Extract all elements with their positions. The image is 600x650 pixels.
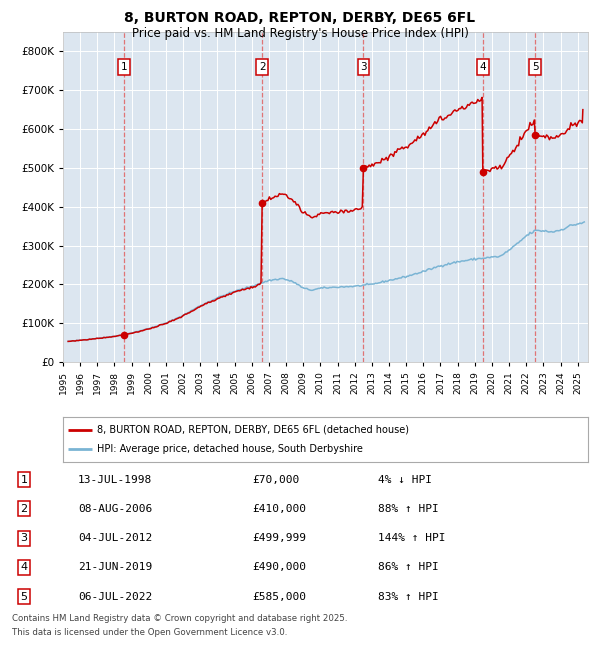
- Text: 86% ↑ HPI: 86% ↑ HPI: [378, 562, 439, 573]
- Text: £410,000: £410,000: [252, 504, 306, 514]
- Text: 3: 3: [360, 62, 367, 72]
- Text: 4: 4: [20, 562, 28, 573]
- Text: 144% ↑ HPI: 144% ↑ HPI: [378, 533, 445, 543]
- Text: This data is licensed under the Open Government Licence v3.0.: This data is licensed under the Open Gov…: [12, 628, 287, 637]
- Text: 5: 5: [532, 62, 538, 72]
- Text: 3: 3: [20, 533, 28, 543]
- Text: 8, BURTON ROAD, REPTON, DERBY, DE65 6FL (detached house): 8, BURTON ROAD, REPTON, DERBY, DE65 6FL …: [97, 424, 409, 435]
- Text: 1: 1: [20, 474, 28, 485]
- Text: 08-AUG-2006: 08-AUG-2006: [78, 504, 152, 514]
- Text: Price paid vs. HM Land Registry's House Price Index (HPI): Price paid vs. HM Land Registry's House …: [131, 27, 469, 40]
- Text: 13-JUL-1998: 13-JUL-1998: [78, 474, 152, 485]
- Text: 2: 2: [20, 504, 28, 514]
- Text: 21-JUN-2019: 21-JUN-2019: [78, 562, 152, 573]
- Text: 1: 1: [121, 62, 127, 72]
- Text: 4% ↓ HPI: 4% ↓ HPI: [378, 474, 432, 485]
- Text: 06-JUL-2022: 06-JUL-2022: [78, 592, 152, 602]
- Text: 4: 4: [479, 62, 486, 72]
- Text: 2: 2: [259, 62, 266, 72]
- Text: 04-JUL-2012: 04-JUL-2012: [78, 533, 152, 543]
- Text: 5: 5: [20, 592, 28, 602]
- Text: 83% ↑ HPI: 83% ↑ HPI: [378, 592, 439, 602]
- Text: 8, BURTON ROAD, REPTON, DERBY, DE65 6FL: 8, BURTON ROAD, REPTON, DERBY, DE65 6FL: [124, 11, 476, 25]
- Text: HPI: Average price, detached house, South Derbyshire: HPI: Average price, detached house, Sout…: [97, 444, 363, 454]
- Text: £490,000: £490,000: [252, 562, 306, 573]
- Text: £70,000: £70,000: [252, 474, 299, 485]
- Text: £585,000: £585,000: [252, 592, 306, 602]
- Text: £499,999: £499,999: [252, 533, 306, 543]
- Text: Contains HM Land Registry data © Crown copyright and database right 2025.: Contains HM Land Registry data © Crown c…: [12, 614, 347, 623]
- Text: 88% ↑ HPI: 88% ↑ HPI: [378, 504, 439, 514]
